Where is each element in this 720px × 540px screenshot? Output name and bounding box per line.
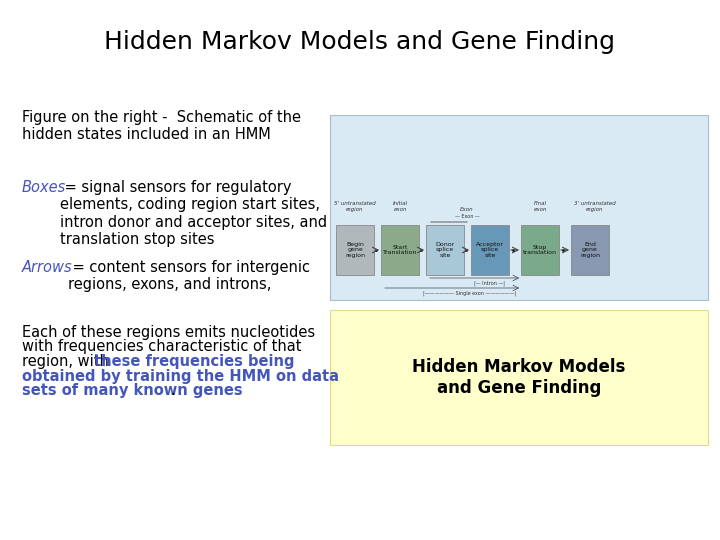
FancyBboxPatch shape bbox=[381, 225, 419, 275]
Text: Figure on the right -  Schematic of the
hidden states included in an HMM: Figure on the right - Schematic of the h… bbox=[22, 110, 301, 143]
Text: Arrows: Arrows bbox=[22, 260, 73, 275]
Text: Initial
exon: Initial exon bbox=[392, 201, 408, 212]
Text: Stop
translation: Stop translation bbox=[523, 245, 557, 255]
FancyBboxPatch shape bbox=[471, 225, 509, 275]
Text: 3' untranslated
region: 3' untranslated region bbox=[574, 201, 616, 212]
Text: with frequencies characteristic of that: with frequencies characteristic of that bbox=[22, 340, 302, 354]
Text: obtained by training the HMM on data: obtained by training the HMM on data bbox=[22, 368, 339, 383]
Text: = signal sensors for regulatory
elements, coding region start sites,
intron dono: = signal sensors for regulatory elements… bbox=[60, 180, 327, 247]
Text: = content sensors for intergenic
regions, exons, and introns,: = content sensors for intergenic regions… bbox=[68, 260, 310, 292]
Text: Boxes: Boxes bbox=[22, 180, 66, 195]
Text: Exon: Exon bbox=[460, 207, 474, 212]
FancyBboxPatch shape bbox=[521, 225, 559, 275]
Text: .: . bbox=[170, 383, 175, 398]
Text: Acceptor
splice
site: Acceptor splice site bbox=[476, 242, 504, 258]
FancyBboxPatch shape bbox=[330, 310, 708, 445]
FancyBboxPatch shape bbox=[571, 225, 609, 275]
Text: Donor
splice
site: Donor splice site bbox=[436, 242, 454, 258]
Text: |— Intron —|: |— Intron —| bbox=[474, 280, 505, 286]
Text: Hidden Markov Models and Gene Finding: Hidden Markov Models and Gene Finding bbox=[104, 30, 616, 54]
Text: Begin
gene
region: Begin gene region bbox=[345, 242, 365, 258]
Text: — Exon —: — Exon — bbox=[454, 214, 480, 219]
Text: these frequencies being: these frequencies being bbox=[94, 354, 294, 369]
Text: Final
exon: Final exon bbox=[534, 201, 546, 212]
Text: 5' untranslated
region: 5' untranslated region bbox=[334, 201, 376, 212]
Text: |—————— Single exon ——————|: |—————— Single exon ——————| bbox=[423, 290, 517, 295]
FancyBboxPatch shape bbox=[330, 115, 708, 300]
Text: sets of many known genes: sets of many known genes bbox=[22, 383, 243, 398]
Text: Hidden Markov Models
and Gene Finding: Hidden Markov Models and Gene Finding bbox=[413, 358, 626, 397]
Text: Each of these regions emits nucleotides: Each of these regions emits nucleotides bbox=[22, 325, 315, 340]
Text: region, with: region, with bbox=[22, 354, 114, 369]
FancyBboxPatch shape bbox=[336, 225, 374, 275]
Text: End
gene
region: End gene region bbox=[580, 242, 600, 258]
FancyBboxPatch shape bbox=[426, 225, 464, 275]
Text: Start
Translation: Start Translation bbox=[383, 245, 418, 255]
